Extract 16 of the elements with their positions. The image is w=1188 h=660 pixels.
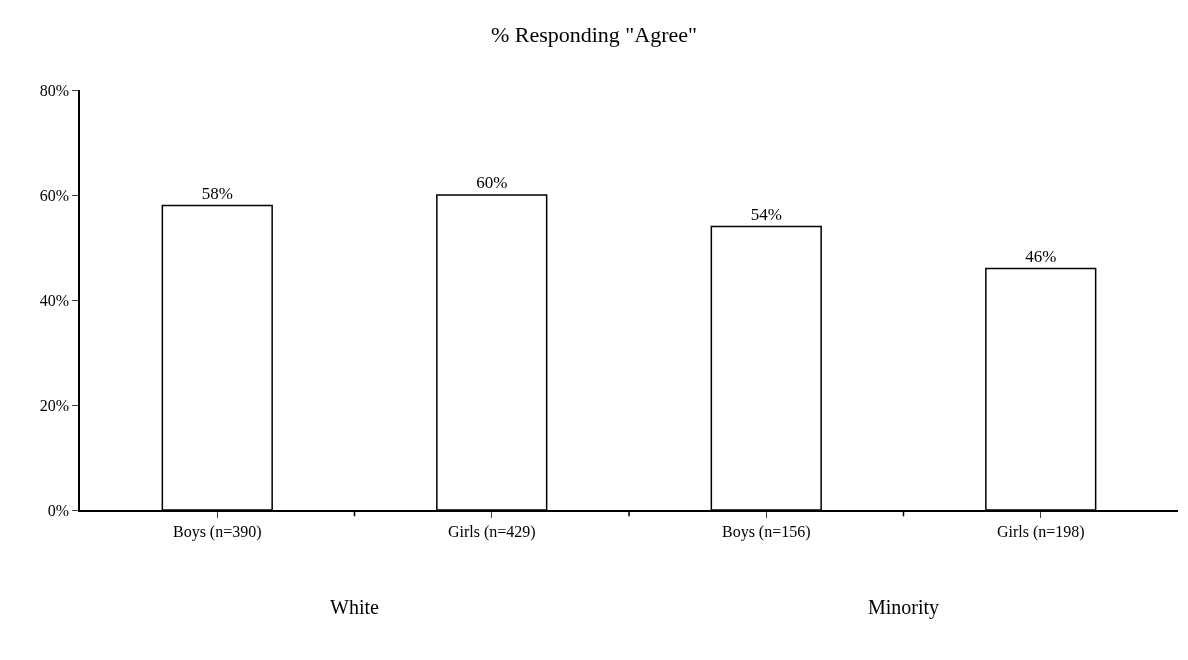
data-label: 54% (750, 204, 782, 224)
text: White (330, 596, 379, 618)
x-tick-label: Boys (n=156) (721, 522, 811, 541)
y-tick-label: 20% (39, 396, 70, 414)
y-tick-label: 0% (47, 501, 70, 519)
data-label: 58% (201, 183, 233, 203)
chart-title: % Responding "Agree" (490, 21, 698, 47)
data-label: 60% (476, 173, 508, 192)
y-tick-label: 40% (39, 291, 70, 309)
x-tick-label: Boys (n=390) (172, 522, 262, 541)
y-tick-label: 80% (39, 81, 70, 99)
data-label: 46% (1025, 246, 1057, 266)
x-tick-label: Girls (n=198) (996, 522, 1085, 541)
x-tick-label: Girls (n=429) (447, 522, 536, 541)
text: Minority (868, 596, 940, 619)
y-tick-label: 60% (39, 186, 70, 204)
